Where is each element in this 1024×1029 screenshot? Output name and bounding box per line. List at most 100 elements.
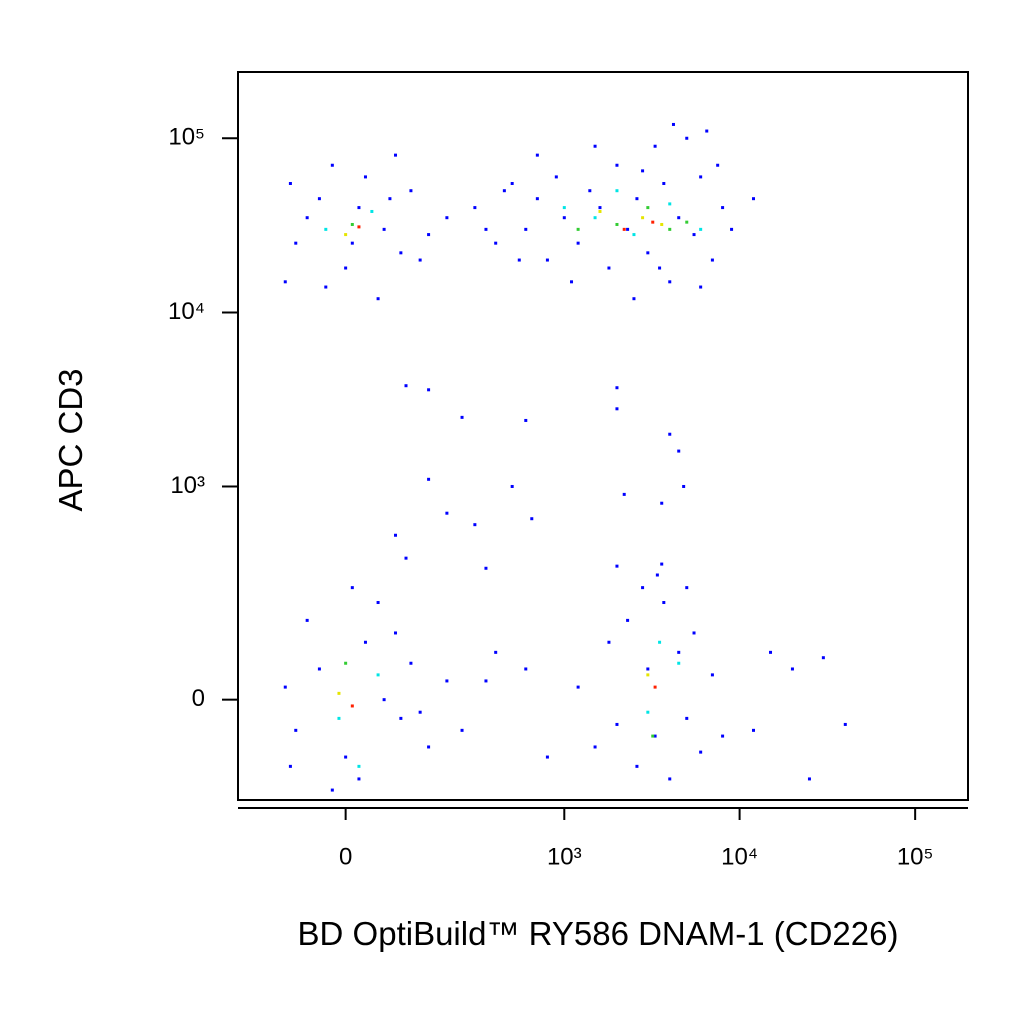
data-point	[807, 777, 811, 781]
data-point	[344, 661, 348, 665]
data-point	[576, 227, 580, 231]
data-point	[615, 564, 619, 568]
data-point	[699, 750, 703, 754]
data-point	[646, 251, 650, 255]
data-point	[710, 673, 714, 677]
data-point	[598, 206, 602, 210]
data-point	[821, 656, 825, 660]
data-point	[363, 640, 367, 644]
data-point	[671, 122, 675, 126]
data-point	[615, 163, 619, 167]
data-point	[668, 202, 672, 206]
data-point	[641, 216, 645, 220]
data-point	[593, 216, 597, 220]
data-point	[721, 734, 725, 738]
data-point	[662, 601, 666, 605]
data-point	[445, 679, 449, 683]
data-point	[641, 586, 645, 590]
data-point	[752, 197, 756, 201]
data-point	[357, 764, 361, 768]
data-point	[635, 764, 639, 768]
data-point	[545, 258, 549, 262]
data-point	[721, 206, 725, 210]
data-point	[658, 640, 662, 644]
data-point	[699, 175, 703, 179]
y-tick-label: 0	[192, 685, 205, 712]
data-point	[632, 233, 636, 237]
x-tick-label: 10⁴	[721, 843, 758, 870]
data-point	[376, 673, 380, 677]
data-point	[710, 258, 714, 262]
data-point	[653, 734, 657, 738]
y-tick-label: 10⁴	[168, 298, 205, 325]
data-point	[692, 233, 696, 237]
data-point	[685, 586, 689, 590]
data-point	[344, 233, 348, 237]
data-point	[622, 492, 626, 496]
x-axis-title: BD OptiBuild™ RY586 DNAM-1 (CD226)	[298, 915, 899, 952]
data-point	[394, 631, 398, 635]
data-point	[404, 384, 408, 388]
data-point	[545, 755, 549, 759]
data-point	[653, 144, 657, 148]
data-point	[615, 386, 619, 390]
data-point	[593, 144, 597, 148]
data-point	[615, 222, 619, 226]
data-point	[653, 685, 657, 689]
data-point	[350, 704, 354, 708]
data-point	[622, 227, 626, 231]
data-point	[337, 691, 341, 695]
data-point	[655, 573, 659, 577]
data-point	[394, 153, 398, 157]
data-point	[677, 216, 681, 220]
data-point	[682, 484, 686, 488]
data-point	[635, 197, 639, 201]
data-point	[607, 640, 611, 644]
data-point	[427, 388, 431, 392]
data-point	[699, 285, 703, 289]
data-point	[494, 241, 498, 245]
data-point	[598, 209, 602, 213]
data-point	[427, 477, 431, 481]
data-point	[404, 556, 408, 560]
data-point	[350, 241, 354, 245]
data-point	[350, 222, 354, 226]
data-point	[685, 220, 689, 224]
data-point	[305, 216, 309, 220]
data-point	[658, 266, 662, 270]
data-point	[460, 415, 464, 419]
data-point	[607, 266, 611, 270]
data-point	[330, 788, 334, 792]
data-point	[288, 764, 292, 768]
data-point	[790, 667, 794, 671]
data-point	[473, 206, 477, 210]
data-point	[692, 631, 696, 635]
data-point	[388, 197, 392, 201]
data-point	[382, 698, 386, 702]
data-point	[324, 285, 328, 289]
data-point	[394, 533, 398, 537]
data-point	[283, 685, 287, 689]
data-point	[576, 685, 580, 689]
y-axis-title: APC CD3	[52, 368, 89, 511]
data-point	[409, 189, 413, 193]
data-point	[510, 181, 514, 185]
x-tick-label: 10⁵	[897, 843, 934, 870]
data-point	[562, 206, 566, 210]
data-point	[288, 181, 292, 185]
data-point	[843, 722, 847, 726]
data-point	[685, 136, 689, 140]
data-point	[651, 220, 655, 224]
data-point	[632, 297, 636, 301]
data-point	[427, 233, 431, 237]
x-tick-label: 10³	[547, 843, 582, 870]
data-point	[409, 661, 413, 665]
data-point	[705, 129, 709, 133]
data-point	[502, 189, 506, 193]
data-point	[357, 777, 361, 781]
data-point	[570, 280, 574, 284]
data-point	[677, 661, 681, 665]
data-point	[376, 601, 380, 605]
